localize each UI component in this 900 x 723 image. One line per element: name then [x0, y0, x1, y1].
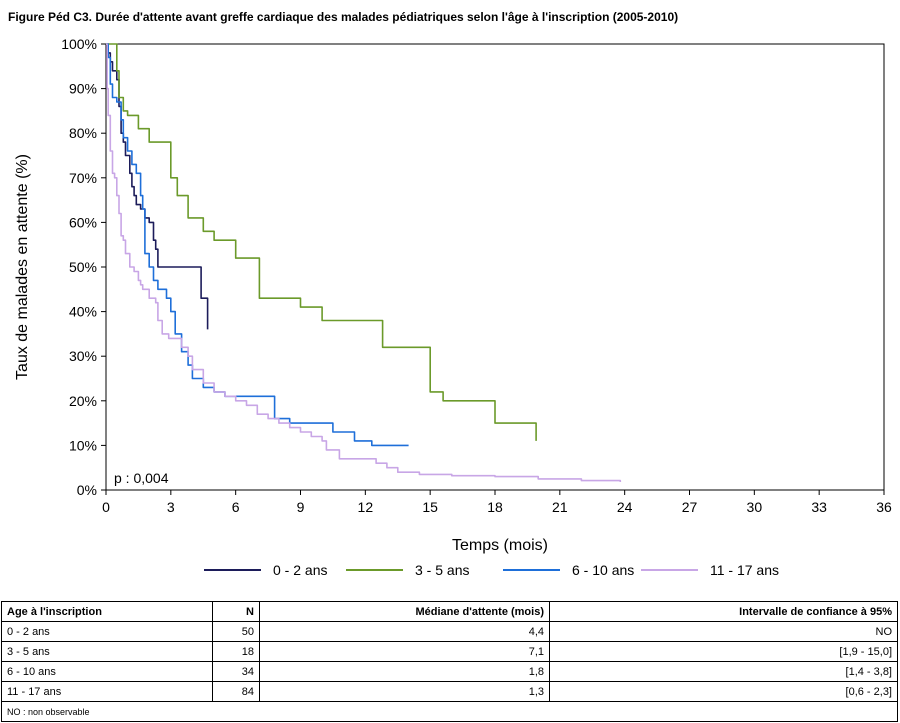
y-tick-label: 50% [69, 259, 97, 275]
x-tick-label: 30 [747, 499, 763, 515]
x-tick-label: 27 [682, 499, 698, 515]
y-tick-label: 40% [69, 304, 97, 320]
table-cell-median: 4,4 [259, 621, 550, 642]
table-header-median: Médiane d'attente (mois) [259, 601, 550, 622]
table-header-n: N [212, 601, 260, 622]
x-tick-label: 3 [167, 499, 175, 515]
y-tick-label: 100% [61, 36, 97, 52]
table-cell-age: 3 - 5 ans [1, 641, 213, 662]
y-tick-label: 0% [77, 482, 97, 498]
table-header-row: Age à l'inscription N Médiane d'attente … [1, 601, 898, 622]
table-footnote: NO : non observable [1, 701, 260, 722]
y-tick-label: 60% [69, 214, 97, 230]
table-cell-ci: [0,6 - 2,3] [549, 681, 898, 702]
table-header-age: Age à l'inscription [1, 601, 213, 622]
y-tick-label: 20% [69, 393, 97, 409]
x-tick-label: 33 [811, 499, 827, 515]
y-tick-label: 30% [69, 348, 97, 364]
table-cell-n: 18 [212, 641, 260, 662]
table-header-ci: Intervalle de confiance à 95% [549, 601, 898, 622]
p-value-annotation: p : 0,004 [114, 470, 169, 486]
table-row: 6 - 10 ans 34 1,8 [1,4 - 3,8] [1, 661, 898, 682]
survival-chart: 0%10%20%30%40%50%60%70%80%90%100%0 3 6 9 12 1… [14, 36, 892, 578]
table-footnote-filler [259, 701, 898, 722]
table-row: 11 - 17 ans 84 1,3 [0,6 - 2,3] [1, 681, 898, 702]
table-cell-median: 7,1 [259, 641, 550, 662]
x-tick-label: 18 [487, 499, 503, 515]
y-tick-label: 70% [69, 170, 97, 186]
table-cell-ci: [1,9 - 15,0] [549, 641, 898, 662]
x-axis-label: Temps (mois) [452, 537, 548, 554]
x-tick-label: 0 [102, 499, 110, 515]
x-tick-label: 36 [876, 499, 892, 515]
x-tick-label: 12 [358, 499, 374, 515]
table-cell-ci: NO [549, 621, 898, 642]
y-tick-label: 10% [69, 437, 97, 453]
series-line [106, 43, 537, 441]
series-lines [106, 43, 622, 482]
table-footnote-row: NO : non observable [1, 701, 898, 722]
table-cell-median: 1,8 [259, 661, 550, 682]
axes: 0%10%20%30%40%50%60%70%80%90%100%0 3 6 9 12 1… [14, 36, 892, 554]
y-tick-label: 80% [69, 125, 97, 141]
table-cell-n: 34 [212, 661, 260, 682]
x-tick-label: 15 [422, 499, 438, 515]
x-tick-label: 24 [617, 499, 633, 515]
summary-table-wrapper: Age à l'inscription N Médiane d'attente … [1, 601, 898, 722]
legend-label: 6 - 10 ans [572, 562, 634, 578]
legend-label: 3 - 5 ans [415, 562, 469, 578]
x-tick-label: 21 [552, 499, 568, 515]
table-cell-ci: [1,4 - 3,8] [549, 661, 898, 682]
table-cell-age: 11 - 17 ans [1, 681, 213, 702]
table-row: 3 - 5 ans 18 7,1 [1,9 - 15,0] [1, 641, 898, 662]
x-tick-label: 9 [297, 499, 305, 515]
y-axis-label: Taux de malades en attente (%) [14, 154, 31, 380]
table-cell-age: 0 - 2 ans [1, 621, 213, 642]
x-tick-label: 6 [232, 499, 240, 515]
series-line [106, 43, 209, 330]
table-row: 0 - 2 ans 50 4,4 NO [1, 621, 898, 642]
table-cell-median: 1,3 [259, 681, 550, 702]
series-line [106, 43, 622, 482]
table-cell-n: 84 [212, 681, 260, 702]
legend-label: 11 - 17 ans [710, 562, 779, 578]
y-tick-label: 90% [69, 81, 97, 97]
summary-table: Age à l'inscription N Médiane d'attente … [1, 601, 898, 722]
legend: 0 - 2 ans 3 - 5 ans 6 - 10 ans 11 - 17 ans [204, 562, 779, 578]
table-cell-n: 50 [212, 621, 260, 642]
legend-label: 0 - 2 ans [273, 562, 327, 578]
series-line [106, 43, 409, 447]
figure-title: Figure Péd C3. Durée d'attente avant gre… [8, 10, 679, 24]
table-cell-age: 6 - 10 ans [1, 661, 213, 682]
